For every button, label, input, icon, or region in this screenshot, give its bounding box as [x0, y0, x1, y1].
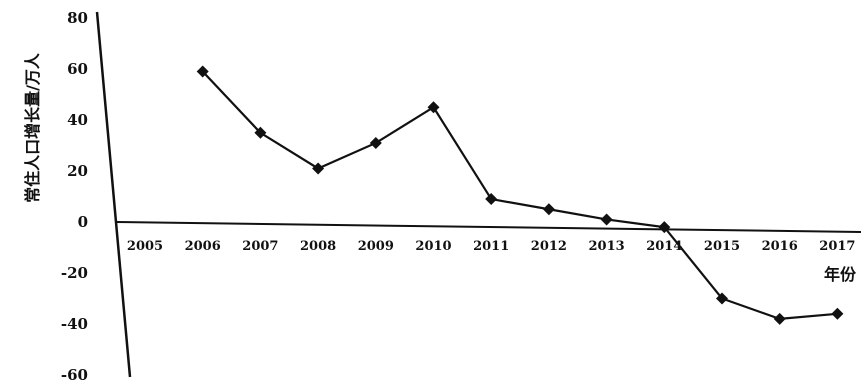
data-point: [254, 126, 267, 139]
x-tick-label: 2014: [646, 239, 682, 254]
x-tick-label: 2006: [185, 239, 221, 254]
x-tick-label: 2007: [242, 239, 278, 254]
y-axis-line: [95, 11, 132, 378]
x-tick-label: 2010: [415, 239, 451, 254]
y-tick-label: -20: [61, 264, 88, 282]
data-point: [773, 312, 786, 325]
data-point: [600, 213, 613, 226]
x-tick-label: 2015: [704, 239, 740, 254]
data-point: [312, 162, 325, 175]
x-tick-label: 2013: [589, 239, 625, 254]
data-point: [369, 136, 382, 149]
axes-group: [95, 11, 861, 378]
data-point: [427, 101, 440, 114]
x-tick-label: 2017: [819, 239, 855, 254]
x-tick-label: 2011: [473, 239, 509, 254]
y-tick-label: 80: [67, 9, 88, 27]
x-tick-label: 2005: [127, 239, 163, 254]
y-tick-label: 20: [67, 162, 88, 180]
y-tick-labels: 80 60 40 20 0 -20 -40 -60: [61, 9, 88, 384]
data-point: [485, 193, 498, 206]
x-tick-label: 2009: [358, 239, 394, 254]
y-tick-label: -40: [61, 315, 88, 333]
data-point: [658, 221, 671, 234]
data-point: [716, 292, 728, 305]
x-tick-label: 2008: [300, 239, 336, 254]
series-layer: [196, 65, 844, 325]
data-point: [542, 203, 555, 216]
y-tick-label: 60: [67, 60, 88, 78]
x-tick-label: 2016: [762, 239, 798, 254]
series-line: [201, 70, 838, 321]
data-point: [196, 65, 209, 78]
y-tick-label: 0: [78, 213, 88, 231]
y-tick-label: 40: [67, 111, 88, 129]
x-tick-label: 2012: [531, 239, 567, 254]
x-tick-labels: 2005 2006 2007 2008 2009 2010 2011 2012 2013 2014…: [127, 239, 856, 254]
y-axis-title: 常住人口增长量/万人: [23, 52, 42, 203]
data-point: [831, 307, 844, 320]
y-tick-label: -60: [61, 366, 88, 384]
x-axis-title: 年份: [824, 265, 857, 284]
x-axis-line: [114, 221, 861, 233]
